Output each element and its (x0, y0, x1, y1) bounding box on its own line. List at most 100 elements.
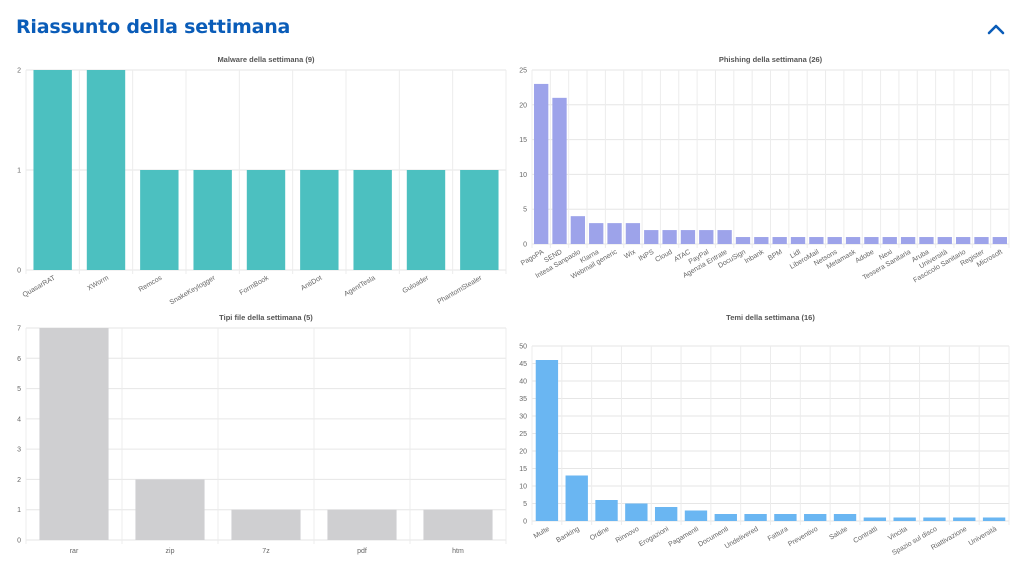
bar-phishing[interactable] (607, 223, 622, 244)
y-tick-label: 20 (519, 449, 527, 456)
bar-themes[interactable] (565, 475, 588, 522)
bar-themes[interactable] (923, 517, 946, 522)
bar-themes[interactable] (774, 514, 797, 521)
section-header: Riassunto della settimana (16, 16, 1008, 48)
bar-phishing[interactable] (919, 237, 934, 244)
y-tick-label: 2 (17, 68, 21, 75)
x-tick-label: Lidl (789, 248, 802, 260)
bar-themes[interactable] (833, 514, 857, 521)
bar-phishing[interactable] (809, 237, 824, 244)
page-title: Riassunto della settimana (16, 16, 291, 38)
y-tick-label: 0 (17, 538, 21, 545)
bar-phishing[interactable] (662, 230, 677, 244)
x-tick-label: Inbank (744, 248, 766, 265)
bar-malware[interactable] (193, 170, 232, 270)
x-tick-label: FormBook (239, 274, 271, 296)
bar-phishing[interactable] (992, 237, 1007, 244)
chart-title: Temi della settimana (16) (726, 313, 815, 322)
bar-phishing[interactable] (534, 83, 549, 244)
bar-phishing[interactable] (754, 237, 769, 244)
bar-phishing[interactable] (845, 237, 861, 244)
themes-chart: Temi della settimana (16) 0 5 10 15 20 25 30 35 4… (519, 313, 1010, 557)
x-tick-label: Undelivered (724, 526, 760, 551)
bar-themes[interactable] (744, 514, 767, 521)
bar-themes[interactable] (804, 514, 827, 521)
bar-themes[interactable] (893, 517, 916, 522)
bar-phishing[interactable] (589, 223, 604, 244)
bar-themes[interactable] (953, 517, 976, 522)
y-tick-label: 1 (17, 507, 21, 514)
bar-malware[interactable] (460, 170, 499, 270)
x-tick-label: QuasarRAT (22, 274, 58, 299)
y-tick-label: 45 (519, 361, 527, 368)
bar-phishing[interactable] (790, 237, 806, 244)
x-tick-label: Banking (555, 526, 580, 545)
y-tick-label: 0 (523, 519, 527, 526)
bar-phishing[interactable] (699, 230, 714, 244)
x-tick-label: XWorm (86, 275, 110, 293)
bar-filetypes[interactable] (423, 509, 493, 540)
y-tick-label: 4 (17, 416, 21, 423)
bar-themes[interactable] (625, 503, 648, 522)
bar-phishing[interactable] (937, 237, 952, 244)
y-tick-label: 50 (519, 344, 527, 351)
bar-filetypes[interactable] (327, 509, 397, 540)
bar-filetypes[interactable] (135, 479, 205, 540)
x-tick-label: Vincita (887, 526, 909, 543)
bar-malware[interactable] (140, 170, 179, 270)
x-tick-label: Erogazioni (638, 525, 671, 548)
x-tick-label: Rinnovo (615, 526, 641, 545)
x-tick-label: 7z (262, 548, 270, 555)
bar-phishing[interactable] (772, 237, 787, 244)
bar-themes[interactable] (684, 510, 708, 522)
bar-malware[interactable] (300, 170, 339, 270)
bar-themes[interactable] (654, 507, 678, 521)
y-tick-label: 3 (17, 447, 21, 454)
chart-title: Malware della settimana (9) (217, 55, 315, 64)
bar-phishing[interactable] (974, 237, 989, 244)
y-tick-label: 0 (523, 242, 527, 249)
y-tick-label: 40 (519, 379, 527, 386)
bar-malware[interactable] (33, 70, 72, 270)
bar-phishing[interactable] (900, 237, 916, 244)
y-tick-label: 15 (519, 137, 527, 144)
bar-filetypes[interactable] (231, 509, 301, 540)
bar-phishing[interactable] (552, 97, 567, 244)
bar-themes[interactable] (535, 360, 559, 521)
bar-phishing[interactable] (827, 237, 842, 244)
bar-phishing[interactable] (570, 216, 586, 244)
phishing-chart: Phishing della settimana (26) 0 5 10 15 20 25 P… (519, 55, 1010, 284)
bar-malware[interactable] (406, 170, 446, 270)
x-tick-label: PagoPA (520, 249, 546, 268)
filetypes-chart: Tipi file della settimana (5) 0 1 2 3 4 5 6 7 rar… (17, 313, 507, 555)
bar-phishing[interactable] (680, 230, 696, 244)
bar-malware[interactable] (246, 170, 286, 270)
bar-phishing[interactable] (955, 237, 971, 244)
y-tick-label: 5 (523, 501, 527, 508)
bar-phishing[interactable] (735, 237, 751, 244)
bar-themes[interactable] (982, 517, 1006, 522)
y-tick-label: 2 (17, 477, 21, 484)
bar-themes[interactable] (863, 517, 887, 522)
bar-phishing[interactable] (717, 230, 732, 244)
x-tick-label: Multe (533, 526, 551, 541)
bar-phishing[interactable] (882, 237, 897, 244)
x-tick-label: Adobe (854, 249, 875, 265)
x-tick-label: rar (70, 548, 79, 555)
bar-filetypes[interactable] (39, 328, 109, 540)
y-tick-label: 5 (17, 386, 21, 393)
bar-phishing[interactable] (864, 237, 879, 244)
x-tick-label: AntiDot (300, 275, 323, 293)
bar-themes[interactable] (714, 514, 737, 521)
bar-malware[interactable] (86, 70, 126, 270)
bar-phishing[interactable] (644, 230, 659, 244)
chart-title: Phishing della settimana (26) (719, 55, 823, 64)
x-tick-label: Università (968, 526, 999, 548)
bar-malware[interactable] (353, 170, 392, 270)
bar-phishing[interactable] (625, 223, 641, 244)
collapse-button[interactable] (984, 18, 1008, 42)
y-tick-label: 10 (519, 172, 527, 179)
x-tick-label: AgentTesla (343, 275, 377, 298)
bar-themes[interactable] (595, 500, 618, 521)
x-tick-label: Salute (828, 526, 849, 542)
